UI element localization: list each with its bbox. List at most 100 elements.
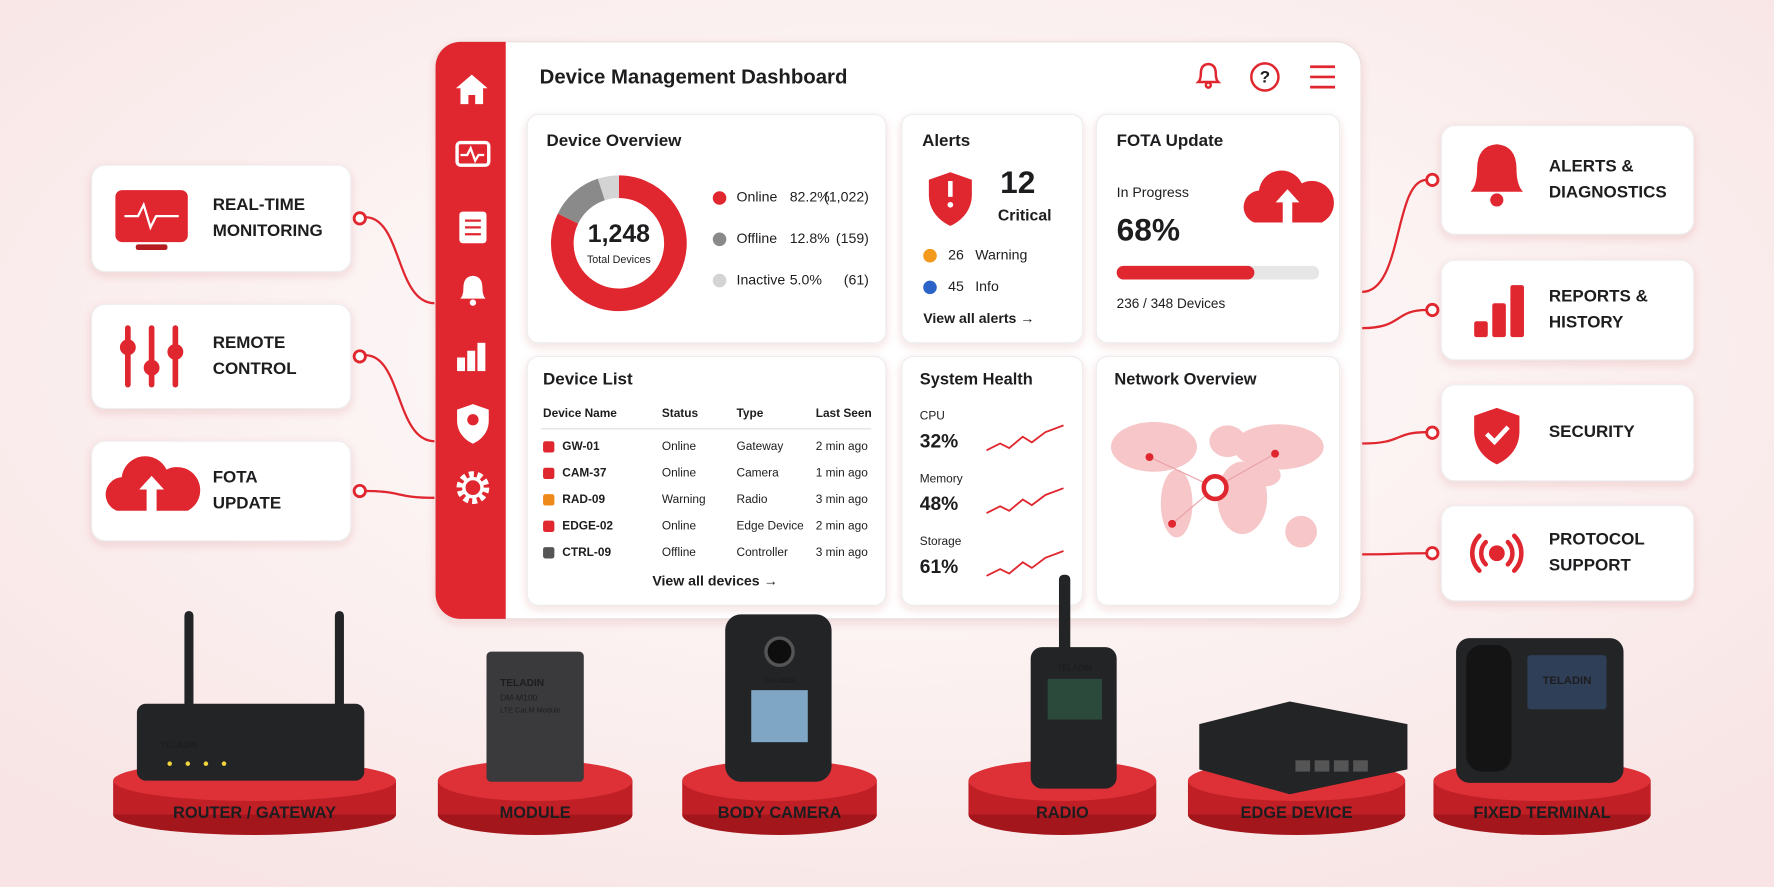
device-brand: TELADIN [1058, 664, 1093, 673]
bell-clapper [1204, 81, 1213, 89]
feature-label: HISTORY [1549, 312, 1624, 331]
device-label: ROUTER / GATEWAY [173, 804, 336, 822]
connector [365, 354, 435, 443]
cell-status: Warning [662, 492, 706, 506]
feature-label: CONTROL [213, 359, 297, 378]
bell-clapper [469, 299, 477, 306]
cell-last-seen: 2 min ago [816, 439, 868, 453]
device-label: FIXED TERMINAL [1473, 804, 1611, 822]
nav-reports-bar [457, 357, 465, 372]
column-header: Device Name [543, 406, 617, 420]
card-title: FOTA Update [1117, 131, 1224, 150]
metric-value: 32% [920, 431, 958, 452]
alert-count: 26 [948, 246, 964, 262]
upload-arrow [1275, 189, 1300, 224]
bell-icon [1195, 62, 1222, 84]
donut-segment [597, 175, 620, 201]
map-node [1271, 449, 1280, 458]
status-led [203, 761, 209, 766]
total-label: Total Devices [587, 254, 651, 266]
feature-label: REMOTE [213, 333, 286, 352]
legend-value: 12.8% [790, 230, 830, 246]
cell-status: Online [662, 466, 697, 480]
critical-label: Critical [998, 207, 1052, 224]
camera-screen [751, 690, 808, 743]
terminal-handset [1466, 644, 1512, 772]
device-brand: TELADIN [1542, 675, 1591, 687]
slider-knob [167, 343, 184, 360]
legend-count: (61) [844, 271, 869, 287]
alert-dot [947, 201, 954, 208]
device-label: EDGE DEVICE [1241, 804, 1353, 822]
nav-settings-core [462, 476, 484, 499]
connector-node [1425, 425, 1440, 440]
critical-count: 12 [1000, 164, 1035, 200]
alert-mark [948, 181, 953, 197]
cell-name: CAM-37 [562, 466, 607, 480]
pulse-line [124, 201, 179, 231]
cell-type: Camera [737, 466, 780, 480]
nav-home[interactable] [455, 74, 488, 105]
legend-label: Online [737, 189, 778, 205]
report-bar [1492, 303, 1506, 338]
feature-label: DIAGNOSTICS [1549, 182, 1667, 201]
metric-value: 48% [920, 494, 958, 515]
module-board [486, 651, 584, 782]
nav-monitor-pulse [460, 145, 485, 164]
map-landmass [1249, 463, 1281, 487]
sparkline [986, 550, 1064, 577]
bell-icon [460, 275, 486, 299]
device-label: MODULE [500, 804, 571, 822]
signal-dot [1488, 545, 1505, 562]
status-led [167, 761, 172, 766]
map-node [1168, 519, 1177, 528]
connector-node [1425, 302, 1440, 318]
feature-label: ALERTS & [1549, 156, 1634, 175]
status-led [221, 761, 227, 766]
cell-status: Online [662, 439, 697, 453]
help-icon[interactable] [1250, 62, 1280, 92]
legend-dot [712, 232, 727, 247]
report-bar [1510, 285, 1524, 338]
feature-card [1440, 505, 1695, 602]
legend-label: Inactive [737, 271, 786, 287]
connector-node [352, 483, 367, 499]
view-devices-link[interactable]: View all devices → [652, 572, 777, 588]
device-label: BODY CAMERA [718, 804, 842, 822]
device-icon [543, 520, 555, 532]
view-alerts-link[interactable]: View all alerts → [923, 310, 1034, 326]
cell-status: Offline [662, 545, 696, 559]
column-header: Type [737, 406, 764, 420]
fota-percent: 68% [1117, 211, 1180, 247]
feature-label: REAL-TIME [213, 195, 305, 214]
map-node [1145, 453, 1154, 462]
device-overview-card [526, 113, 887, 344]
legend-value: 5.0% [790, 271, 823, 287]
device-icon [543, 494, 555, 506]
bell-icon [1470, 144, 1524, 192]
feature-label: FOTA [213, 467, 258, 486]
cell-status: Online [662, 518, 697, 532]
connector-node [1425, 172, 1440, 187]
cell-name: CTRL-09 [562, 545, 611, 559]
legend-dot [712, 273, 727, 288]
cell-type: Controller [737, 545, 788, 559]
column-header: Last Seen [816, 406, 872, 420]
donut-segment [557, 178, 606, 224]
cell-name: GW-01 [562, 439, 600, 453]
nav-monitor[interactable] [455, 140, 491, 167]
alerts-card [901, 113, 1084, 344]
donut-segment [550, 175, 687, 312]
legend-count: (1,022) [824, 189, 869, 205]
card-title: Alerts [922, 131, 970, 150]
nav-settings[interactable] [456, 471, 490, 505]
camera-lens [764, 636, 795, 667]
legend-count: (159) [836, 230, 869, 246]
shield-icon [928, 172, 972, 226]
fota-devices: 236 / 348 Devices [1117, 296, 1226, 311]
metric-label: Memory [920, 471, 963, 485]
connector [1362, 308, 1427, 330]
connector [365, 216, 435, 305]
